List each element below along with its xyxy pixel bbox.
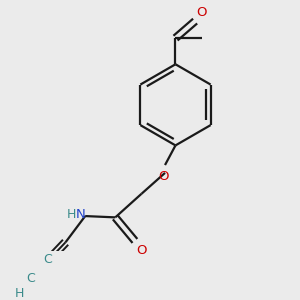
Text: O: O <box>196 6 207 19</box>
Text: H: H <box>67 208 76 221</box>
Text: O: O <box>136 244 147 256</box>
Text: N: N <box>76 208 85 221</box>
Text: O: O <box>158 170 169 183</box>
Text: C: C <box>26 272 34 285</box>
Text: H: H <box>14 287 24 300</box>
Text: C: C <box>43 253 52 266</box>
